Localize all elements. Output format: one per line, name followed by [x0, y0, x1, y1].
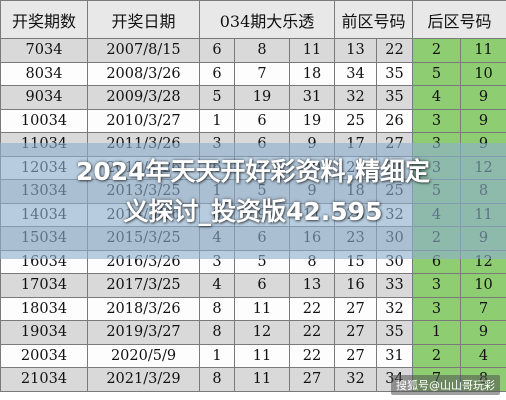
cell-front-number: 26 [376, 108, 414, 133]
cell-back-number: 3 [412, 296, 462, 321]
cell-front-number: 31 [288, 85, 336, 110]
cell-front-number: 34 [334, 61, 378, 86]
cell-back-number: 1 [412, 320, 462, 345]
cell-front-number: 19 [288, 108, 336, 133]
cell-front-number: 32 [334, 85, 378, 110]
cell-back-number: 2 [412, 343, 462, 368]
overlay-title-line1: 2024年天天开好彩资料,精细定 [75, 157, 431, 186]
cell-date: 2020/5/9 [87, 343, 200, 368]
cell-front-number: 11 [288, 38, 336, 63]
watermark: 搜狐号@山山哥玩彩 [391, 375, 500, 395]
cell-back-number: 3 [412, 108, 462, 133]
cell-front-number: 11 [234, 296, 290, 321]
cell-date: 2021/3/29 [87, 367, 200, 392]
table-row: 10034 2010/3/27 1 6 19 25 26 3 9 [0, 108, 506, 133]
cell-front-number: 8 [199, 367, 235, 392]
cell-front-number: 7 [234, 61, 290, 86]
cell-front-number: 32 [376, 296, 414, 321]
table-row: 20034 2020/5/9 1 11 22 27 31 2 4 [0, 343, 506, 368]
cell-front-number: 6 [234, 108, 290, 133]
cell-front-number: 22 [288, 296, 336, 321]
cell-date: 2010/3/27 [87, 108, 200, 133]
table-row: 17034 2017/3/25 4 6 13 16 33 3 10 [0, 273, 506, 298]
cell-period: 18034 [0, 296, 88, 321]
cell-front-number: 12 [234, 320, 290, 345]
cell-front-number: 11 [234, 343, 290, 368]
cell-front-number: 16 [334, 273, 378, 298]
cell-period: 20034 [0, 343, 88, 368]
cell-date: 2019/3/27 [87, 320, 200, 345]
cell-back-number: 9 [460, 85, 506, 110]
cell-front-number: 6 [199, 38, 235, 63]
table-row: 9034 2009/3/28 5 19 31 32 35 4 9 [0, 85, 506, 110]
cell-period: 8034 [0, 61, 88, 86]
cell-front-number: 31 [376, 343, 414, 368]
cell-period: 21034 [0, 367, 88, 392]
cell-back-number: 4 [460, 343, 506, 368]
cell-period: 9034 [0, 85, 88, 110]
table-row: 8034 2008/3/26 6 7 18 34 35 5 10 [0, 61, 506, 86]
cell-front-number: 35 [376, 61, 414, 86]
cell-date: 2009/3/28 [87, 85, 200, 110]
cell-front-number: 8 [234, 38, 290, 63]
cell-front-number: 1 [199, 343, 235, 368]
overlay-title-line2: 义探讨_投资版42.595 [123, 197, 383, 226]
overlay-title: 2024年天天开好彩资料,精细定 义探讨_投资版42.595 [0, 152, 506, 232]
cell-front-number: 6 [234, 273, 290, 298]
cell-back-number: 11 [460, 38, 506, 63]
cell-front-number: 35 [376, 320, 414, 345]
cell-front-number: 5 [199, 85, 235, 110]
cell-front-number: 32 [334, 367, 378, 392]
cell-back-number: 7 [460, 296, 506, 321]
cell-period: 10034 [0, 108, 88, 133]
cell-front-number: 22 [376, 38, 414, 63]
cell-front-number: 11 [234, 367, 290, 392]
overlay-band [0, 143, 506, 259]
header-date: 开奖日期 [87, 0, 200, 39]
cell-front-number: 18 [288, 61, 336, 86]
cell-front-number: 27 [334, 320, 378, 345]
cell-front-number: 25 [334, 108, 378, 133]
cell-period: 17034 [0, 273, 88, 298]
cell-back-number: 4 [412, 85, 462, 110]
cell-front-number: 6 [199, 61, 235, 86]
cell-date: 2017/3/25 [87, 273, 200, 298]
cell-period: 19034 [0, 320, 88, 345]
cell-back-number: 10 [460, 273, 506, 298]
cell-date: 2008/3/26 [87, 61, 200, 86]
table-row: 18034 2018/3/26 8 11 22 27 32 3 7 [0, 296, 506, 321]
cell-front-number: 35 [376, 85, 414, 110]
cell-front-number: 8 [199, 320, 235, 345]
cell-front-number: 19 [234, 85, 290, 110]
cell-front-number: 22 [288, 343, 336, 368]
cell-front-number: 4 [199, 273, 235, 298]
cell-front-number: 27 [334, 343, 378, 368]
cell-front-number: 33 [376, 273, 414, 298]
table-row: 19034 2019/3/27 8 12 22 27 35 1 9 [0, 320, 506, 345]
cell-front-number: 27 [334, 296, 378, 321]
cell-back-number: 9 [460, 320, 506, 345]
header-issue: 034期大乐透 [198, 0, 336, 39]
cell-front-number: 13 [288, 273, 336, 298]
table-row: 7034 2007/8/15 6 8 11 13 22 2 11 [0, 38, 506, 63]
cell-back-number: 10 [460, 61, 506, 86]
cell-back-number: 3 [412, 273, 462, 298]
cell-front-number: 1 [199, 108, 235, 133]
header-period: 开奖期数 [0, 0, 88, 39]
header-front: 前区号码 [334, 0, 414, 39]
cell-front-number: 8 [199, 296, 235, 321]
cell-back-number: 9 [460, 108, 506, 133]
cell-period: 7034 [0, 38, 88, 63]
cell-front-number: 22 [288, 320, 336, 345]
header-row: 开奖期数 开奖日期 034期大乐透 前区号码 后区号码 [0, 0, 506, 39]
header-back: 后区号码 [412, 0, 506, 39]
cell-front-number: 13 [334, 38, 378, 63]
cell-front-number: 27 [288, 367, 336, 392]
cell-date: 2018/3/26 [87, 296, 200, 321]
cell-back-number: 2 [412, 38, 462, 63]
cell-back-number: 5 [412, 61, 462, 86]
cell-date: 2007/8/15 [87, 38, 200, 63]
